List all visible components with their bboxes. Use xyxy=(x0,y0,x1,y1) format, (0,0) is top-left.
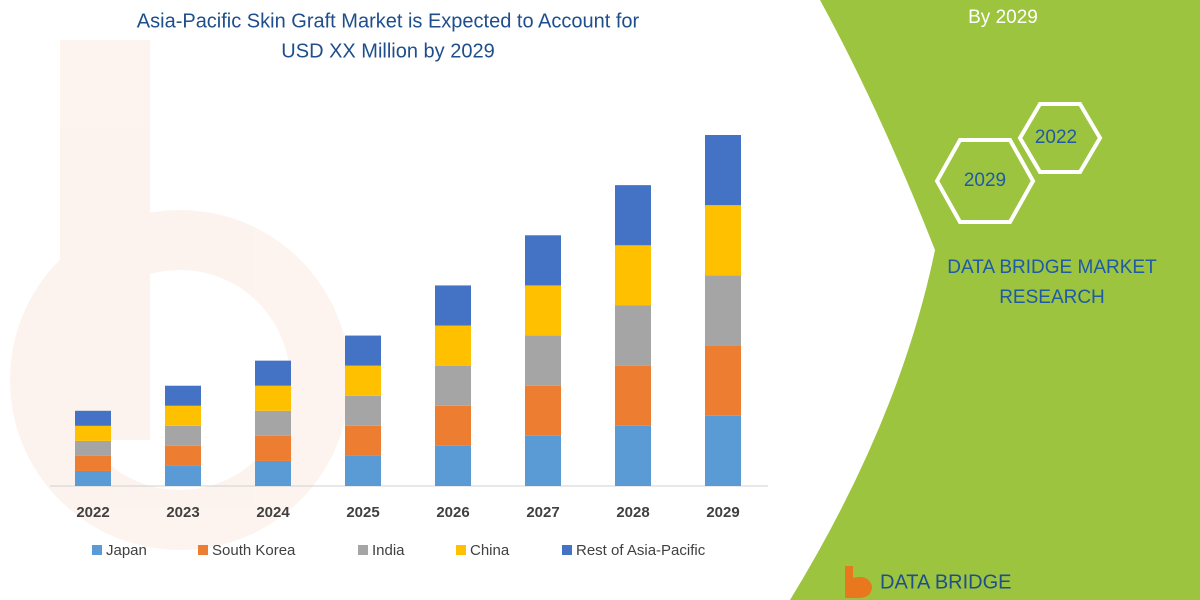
brand-text: RESEARCH xyxy=(999,287,1105,308)
x-tick-label: 2024 xyxy=(256,504,290,521)
bar-segment xyxy=(525,335,561,386)
bar-segment xyxy=(255,410,291,436)
bar-segment xyxy=(255,360,291,386)
bar-segment xyxy=(165,385,201,406)
watermark-shape xyxy=(60,40,150,440)
x-tick-label: 2027 xyxy=(526,504,559,521)
bar-segment xyxy=(165,445,201,466)
bar-segment xyxy=(525,285,561,336)
x-tick-label: 2029 xyxy=(706,504,739,521)
bar-segment xyxy=(345,365,381,396)
bar-segment xyxy=(255,435,291,461)
bar-segment xyxy=(615,365,651,426)
bar-segment xyxy=(345,335,381,366)
bar-segment xyxy=(705,275,741,346)
bar-segment xyxy=(705,135,741,206)
legend-swatch xyxy=(358,545,368,555)
legend-label: South Korea xyxy=(212,542,296,559)
logo-text: DATA BRIDGE xyxy=(880,571,1012,593)
x-tick-label: 2028 xyxy=(616,504,649,521)
bar-segment xyxy=(435,405,471,446)
bar-segment xyxy=(435,285,471,326)
watermark xyxy=(10,40,350,550)
legend-label: Japan xyxy=(106,542,147,559)
hexagon xyxy=(934,138,1036,224)
bar-segment xyxy=(75,470,111,486)
bar-segment xyxy=(345,425,381,456)
x-tick-label: 2026 xyxy=(436,504,469,521)
bar-segment xyxy=(525,435,561,486)
hexagon-label: 2029 xyxy=(964,170,1006,191)
bar-segment xyxy=(615,305,651,366)
bar-segment xyxy=(705,415,741,486)
bar-segment xyxy=(705,345,741,416)
bar-segment xyxy=(615,245,651,306)
hexagon-label: 2022 xyxy=(1035,127,1077,148)
bar-segment xyxy=(615,425,651,486)
bar-segment xyxy=(75,425,111,441)
legend-label: Rest of Asia-Pacific xyxy=(576,542,706,559)
bar-segment xyxy=(75,455,111,471)
bar-segment xyxy=(75,410,111,426)
brand-text: DATA BRIDGE MARKET xyxy=(947,257,1157,278)
bar-segment xyxy=(525,235,561,286)
chart-title: USD XX Million by 2029 xyxy=(281,40,494,62)
bar-segment xyxy=(255,460,291,486)
legend-swatch xyxy=(92,545,102,555)
bar-segment xyxy=(435,445,471,486)
bar-segment xyxy=(255,385,291,411)
bar-segment xyxy=(75,440,111,456)
bar-segment xyxy=(705,205,741,276)
bar-segment xyxy=(525,385,561,436)
x-tick-label: 2023 xyxy=(166,504,199,521)
bar-segment xyxy=(165,425,201,446)
x-tick-label: 2022 xyxy=(76,504,109,521)
bar-segment xyxy=(435,325,471,366)
hexagon xyxy=(1017,102,1103,174)
bar-segment xyxy=(345,395,381,426)
side-panel xyxy=(790,0,1200,600)
legend-swatch xyxy=(562,545,572,555)
logo-icon xyxy=(845,566,872,598)
legend-label: China xyxy=(470,542,510,559)
bar-segment xyxy=(345,455,381,486)
chart-title: Asia-Pacific Skin Graft Market is Expect… xyxy=(137,10,640,32)
x-tick-label: 2025 xyxy=(346,504,379,521)
legend-label: India xyxy=(372,542,405,559)
legend-swatch xyxy=(456,545,466,555)
bar-segment xyxy=(435,365,471,406)
watermark-shape xyxy=(10,210,350,550)
bar-segment xyxy=(165,405,201,426)
bar-segment xyxy=(615,185,651,246)
bar-segment xyxy=(165,465,201,486)
legend-swatch xyxy=(198,545,208,555)
side-heading: By 2029 xyxy=(968,7,1038,28)
